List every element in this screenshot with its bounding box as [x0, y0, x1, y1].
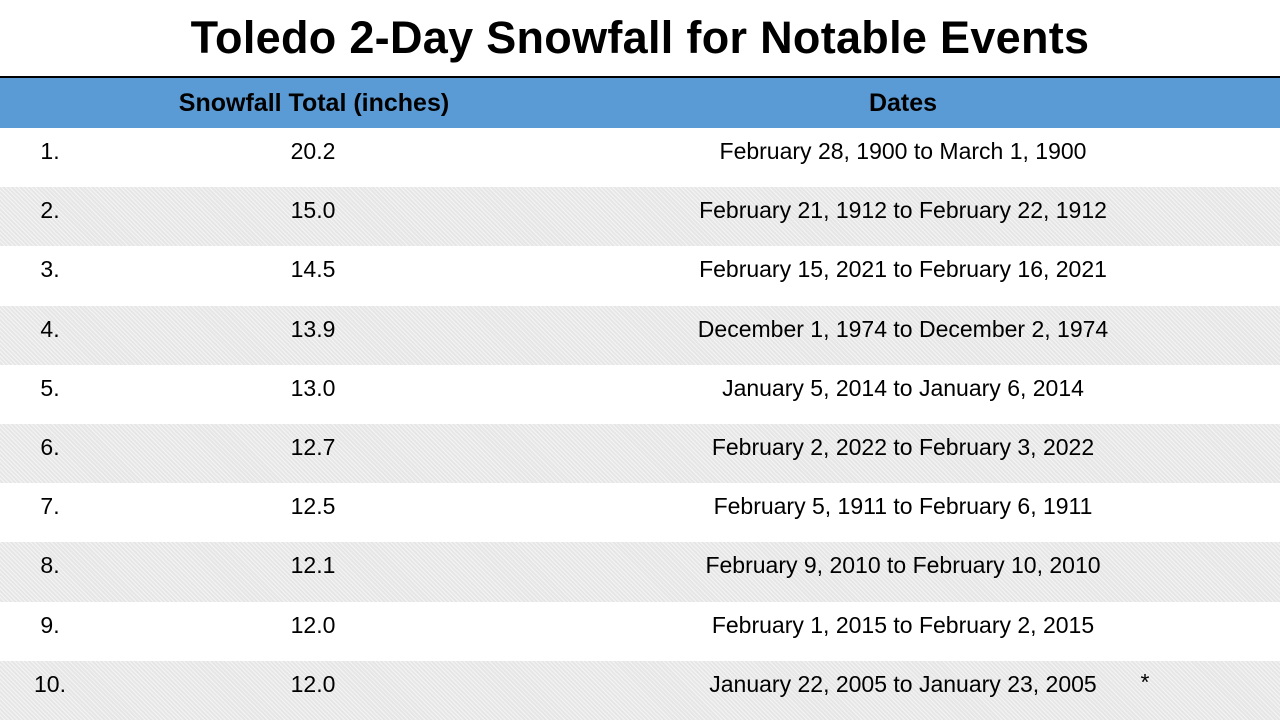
table-row: 6. 12.7 February 2, 2022 to February 3, … [0, 423, 1280, 484]
dates-cell: December 1, 1974 to December 2, 1974 [697, 315, 1109, 342]
snowfall-total-cell: 12.5 [290, 493, 336, 520]
snowfall-total-cell: 12.0 [290, 611, 336, 638]
rank-cell: 4. [40, 315, 60, 342]
table-row: 5. 13.0 January 5, 2014 to January 6, 20… [0, 365, 1280, 424]
table-row: 10. 12.0 January 22, 2005 to January 23,… [0, 660, 1280, 720]
table-row: 2. 15.0 February 21, 1912 to February 22… [0, 187, 1280, 247]
dates-cell: January 22, 2005 to January 23, 2005 [709, 670, 1097, 697]
dates-cell: January 5, 2014 to January 6, 2014 [722, 374, 1084, 401]
snowfall-total-cell: 12.7 [290, 433, 336, 460]
dates-cell: February 21, 1912 to February 22, 1912 [699, 197, 1107, 224]
rank-cell: 10. [34, 670, 66, 697]
dates-cell: February 9, 2010 to February 10, 2010 [705, 552, 1101, 579]
snowfall-total-cell: 12.1 [290, 552, 336, 579]
snowfall-total-cell: 14.5 [290, 256, 336, 283]
snowfall-total-cell: 20.2 [290, 138, 336, 164]
dates-cell: February 5, 1911 to February 6, 1911 [713, 493, 1093, 520]
snowfall-total-cell: 12.0 [290, 670, 336, 697]
rank-cell: 3. [40, 256, 60, 283]
header-snowfall-total: Snowfall Total (inches) [178, 89, 450, 117]
table-row: 1. 20.2 February 28, 1900 to March 1, 19… [0, 128, 1280, 187]
rank-cell: 5. [40, 374, 60, 401]
table-row: 8. 12.1 February 9, 2010 to February 10,… [0, 542, 1280, 602]
table-body: 1. 20.2 February 28, 1900 to March 1, 19… [0, 128, 1280, 720]
rank-cell: 7. [40, 493, 60, 520]
table-row: 7. 12.5 February 5, 1911 to February 6, … [0, 483, 1280, 542]
footnote-marker: * [1140, 668, 1150, 695]
dates-cell: February 28, 1900 to March 1, 1900 [719, 138, 1087, 164]
rank-cell: 6. [40, 433, 60, 460]
table-row: 4. 13.9 December 1, 1974 to December 2, … [0, 305, 1280, 365]
rank-cell: 9. [40, 611, 60, 638]
dates-cell: February 2, 2022 to February 3, 2022 [711, 433, 1095, 460]
rank-cell: 2. [40, 197, 60, 224]
rank-cell: 1. [40, 138, 60, 164]
snowfall-total-cell: 13.0 [290, 374, 336, 401]
snowfall-total-cell: 13.9 [290, 315, 336, 342]
snowfall-table: Snowfall Total (inches) Dates 1. 20.2 Fe… [0, 76, 1280, 720]
dates-cell: February 1, 2015 to February 2, 2015 [711, 611, 1095, 638]
table-header: Snowfall Total (inches) Dates [0, 78, 1280, 128]
page-title: Toledo 2-Day Snowfall for Notable Events [190, 12, 1090, 63]
header-dates: Dates [868, 89, 938, 117]
dates-cell: February 15, 2021 to February 16, 2021 [699, 256, 1107, 283]
table-row: 3. 14.5 February 15, 2021 to February 16… [0, 246, 1280, 305]
snowfall-total-cell: 15.0 [290, 197, 336, 224]
table-row: 9. 12.0 February 1, 2015 to February 2, … [0, 602, 1280, 661]
rank-cell: 8. [40, 552, 60, 579]
